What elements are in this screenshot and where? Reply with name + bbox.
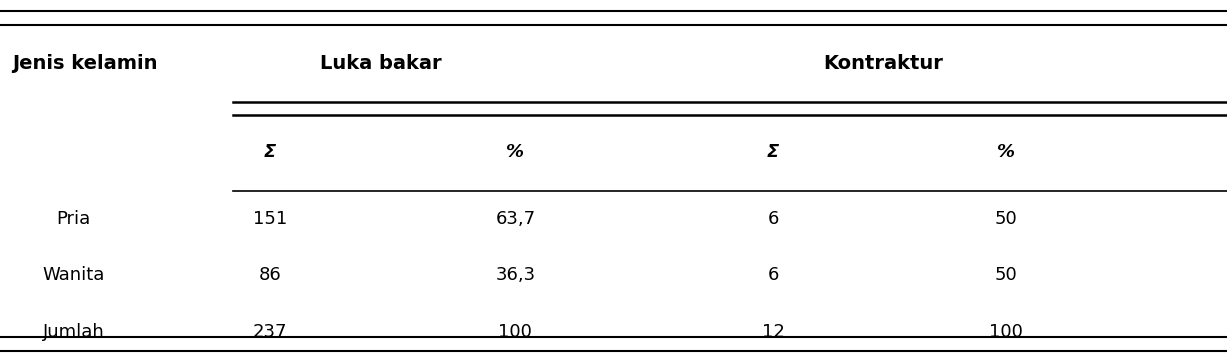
Text: 36,3: 36,3 — [496, 267, 535, 284]
Text: %: % — [998, 143, 1015, 161]
Text: %: % — [507, 143, 524, 161]
Text: Wanita: Wanita — [43, 267, 104, 284]
Text: 50: 50 — [995, 267, 1017, 284]
Text: 12: 12 — [762, 323, 784, 341]
Text: 100: 100 — [989, 323, 1023, 341]
Text: 6: 6 — [767, 267, 779, 284]
Text: Luka bakar: Luka bakar — [319, 54, 442, 73]
Text: 86: 86 — [259, 267, 281, 284]
Text: 237: 237 — [253, 323, 287, 341]
Text: 6: 6 — [767, 210, 779, 228]
Text: Jumlah: Jumlah — [43, 323, 104, 341]
Text: 151: 151 — [253, 210, 287, 228]
Text: Kontraktur: Kontraktur — [823, 54, 944, 73]
Text: 63,7: 63,7 — [496, 210, 535, 228]
Text: 100: 100 — [498, 323, 533, 341]
Text: Pria: Pria — [56, 210, 91, 228]
Text: 50: 50 — [995, 210, 1017, 228]
Text: Σ: Σ — [767, 143, 779, 161]
Text: Jenis kelamin: Jenis kelamin — [12, 54, 158, 73]
Text: Σ: Σ — [264, 143, 276, 161]
